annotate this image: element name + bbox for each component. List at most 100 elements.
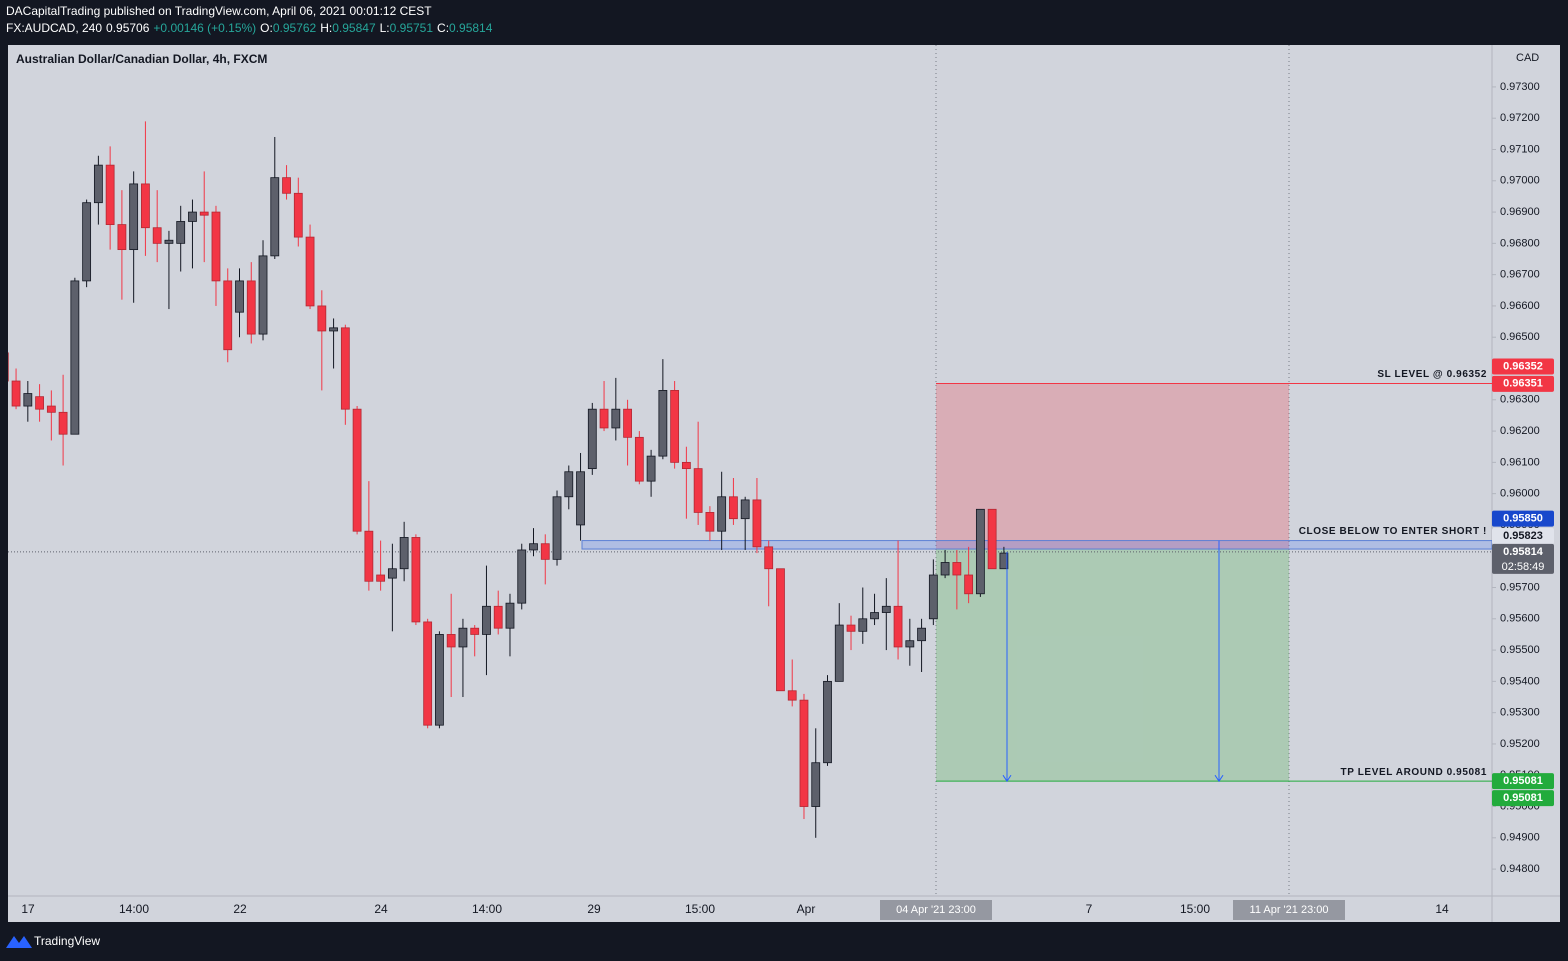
candle-body <box>693 468 703 513</box>
ohlc-value: 0.95814 <box>449 21 493 35</box>
footer-logo <box>6 936 32 948</box>
candle-body <box>293 192 303 238</box>
candle-body <box>752 499 762 548</box>
annotation: TP LEVEL AROUND 0.95081 <box>1341 767 1487 778</box>
candle-body <box>634 436 644 482</box>
ohlc-key: H: <box>320 21 332 35</box>
candle-body <box>270 177 280 257</box>
candle-body <box>870 612 879 620</box>
candle-body <box>529 543 538 551</box>
candle-body <box>670 390 680 463</box>
y-tick-label: 0.97200 <box>1500 112 1540 124</box>
price-tag <box>1492 773 1554 790</box>
candle-body <box>235 280 244 313</box>
candle-body <box>893 605 903 648</box>
price-tag-label: 0.95814 <box>1503 546 1544 558</box>
candle-body <box>329 327 338 332</box>
candle-body <box>46 405 56 413</box>
price-tag <box>1492 790 1554 807</box>
candle-body <box>435 634 444 726</box>
x-tick-label: 22 <box>233 902 247 916</box>
change: +0.00146 (+0.15%) <box>153 21 256 35</box>
price-tag <box>1492 543 1554 574</box>
candle-body <box>540 543 550 560</box>
symbol-line: FX:AUDCAD, 240 0.95706 +0.00146 (+0.15%) O:… <box>6 21 493 35</box>
candle-body <box>928 574 938 620</box>
ohlc-value: 0.95751 <box>390 21 434 35</box>
y-tick-label: 0.96800 <box>1500 237 1540 249</box>
price-tag-label: 0.96351 <box>1503 378 1543 390</box>
candle-body <box>188 211 197 222</box>
x-tick-label: 29 <box>587 902 601 916</box>
annotation: SL LEVEL @ 0.96352 <box>1377 369 1487 380</box>
candle-body <box>999 552 1009 570</box>
chart-panel <box>8 45 1560 922</box>
price-tag-label: 0.95823 <box>1503 530 1543 542</box>
y-tick-label: 0.96000 <box>1500 488 1540 500</box>
candle-body <box>23 393 33 407</box>
candle-body <box>881 605 891 613</box>
x-tick-label: 15:00 <box>685 902 715 916</box>
y-tick-label: 0.96500 <box>1500 331 1540 343</box>
last-price: 0.95706 <box>106 21 150 35</box>
candle-body <box>740 499 750 520</box>
candle-body <box>823 680 832 764</box>
ohlc-key: L: <box>380 21 390 35</box>
candle-body <box>623 408 632 438</box>
y-tick-label: 0.95600 <box>1500 613 1540 625</box>
candle-body <box>176 221 186 244</box>
currency: CAD <box>1516 52 1539 64</box>
symbol: FX:AUDCAD, 240 <box>6 21 102 35</box>
annotation: CLOSE BELOW TO ENTER SHORT ! <box>1299 526 1487 537</box>
candle-body <box>164 239 174 244</box>
price-tag-label: 0.95081 <box>1503 792 1543 804</box>
candle-body <box>811 762 821 807</box>
price-tag-label: 0.96352 <box>1503 360 1543 372</box>
candle-body <box>340 327 350 410</box>
y-tick-label: 0.95200 <box>1500 738 1540 750</box>
candle-body <box>482 605 491 635</box>
candle-body <box>776 568 785 692</box>
candle-body <box>905 640 915 648</box>
price-tag <box>1492 358 1554 375</box>
ohlc-key: C: <box>437 21 449 35</box>
candle-body <box>646 455 656 482</box>
countdown: 02:58:49 <box>1502 561 1545 573</box>
candle-body <box>423 621 433 726</box>
y-tick-label: 0.94900 <box>1500 832 1540 844</box>
candle-body <box>987 508 997 570</box>
candle-body <box>917 627 926 642</box>
y-tick-label: 0.95400 <box>1500 675 1540 687</box>
arrow-head <box>1002 774 1012 783</box>
chart-title: Australian Dollar/Canadian Dollar, 4h, F… <box>16 52 267 66</box>
price-tag <box>1492 528 1554 545</box>
candle-body <box>505 602 515 629</box>
candle-body <box>576 471 585 526</box>
y-tick-label: 0.96300 <box>1500 394 1540 406</box>
crosshair-tag <box>1233 900 1345 920</box>
x-tick-label: 14 <box>1435 902 1449 916</box>
footer-brand: TradingView <box>34 934 100 948</box>
y-tick-label: 0.96700 <box>1500 269 1540 281</box>
candle-body <box>70 280 80 435</box>
candle-body <box>787 690 797 701</box>
candle-body <box>317 305 327 332</box>
candle-body <box>82 202 92 282</box>
y-tick-label: 0.96600 <box>1500 300 1540 312</box>
x-tick-label: 17 <box>21 902 35 916</box>
crosshair-label: 04 Apr '21 23:00 <box>896 904 976 916</box>
candle-body <box>129 183 139 251</box>
y-tick-label: 0.95500 <box>1500 644 1540 656</box>
candle-body <box>117 224 127 251</box>
plot <box>8 45 1492 896</box>
y-tick-label: 0.97000 <box>1500 175 1540 187</box>
x-tick-label: 24 <box>374 902 388 916</box>
crosshair-tag <box>880 900 992 920</box>
y-tick-label: 0.96100 <box>1500 456 1540 468</box>
candle-body <box>223 280 233 351</box>
y-tick-label: 0.96200 <box>1500 425 1540 437</box>
candle-body <box>399 537 409 570</box>
x-tick-label: 14:00 <box>472 902 502 916</box>
candle-body <box>458 627 468 648</box>
crosshair-label: 11 Apr '21 23:00 <box>1250 904 1329 916</box>
